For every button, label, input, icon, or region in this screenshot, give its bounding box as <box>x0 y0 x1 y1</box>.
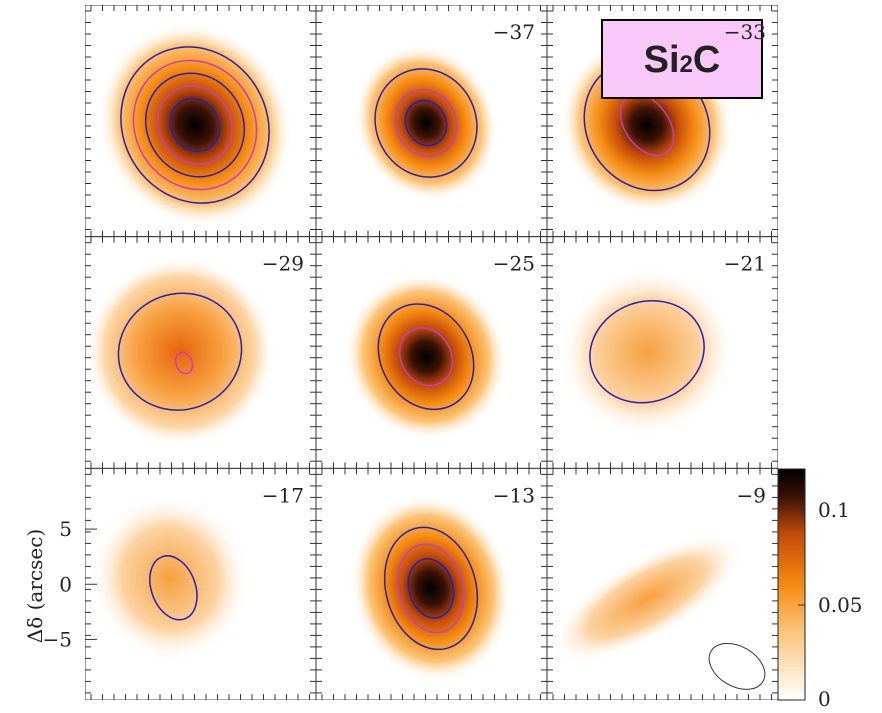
colorbar-tick-label: 0.05 <box>818 593 863 617</box>
contour <box>144 72 246 178</box>
emission <box>557 266 737 438</box>
colorbar <box>777 468 806 701</box>
contour <box>174 351 194 375</box>
channel-velocity: −37 <box>493 20 535 44</box>
contour <box>374 68 478 178</box>
contour <box>377 303 475 411</box>
beam <box>708 642 766 690</box>
emission <box>344 272 508 441</box>
blob <box>97 22 293 228</box>
channel-velocity: −17 <box>262 483 304 507</box>
contour <box>383 526 479 651</box>
molecule-box <box>601 19 763 99</box>
emission <box>89 493 251 663</box>
channel-velocity: −21 <box>724 252 766 276</box>
contour <box>589 299 705 404</box>
panel-frame <box>546 467 778 700</box>
blob <box>85 256 275 447</box>
blob <box>344 272 508 441</box>
channel-velocity: −29 <box>262 252 304 276</box>
contour <box>157 85 233 165</box>
contour <box>397 543 465 634</box>
channel-velocity: −9 <box>737 483 766 507</box>
contour <box>169 97 221 153</box>
blob <box>354 44 498 202</box>
contour <box>132 59 258 191</box>
contour <box>117 292 243 411</box>
y-tick-label: 5 <box>59 517 72 541</box>
label-sub: 2 <box>680 51 693 78</box>
colorbar-tick-label: 0 <box>818 687 831 709</box>
blob <box>549 533 745 664</box>
emission <box>85 256 275 447</box>
colorbar-tick-label: 0.1 <box>818 498 850 522</box>
contour <box>120 46 270 204</box>
blob <box>89 493 251 663</box>
label-tail: C <box>693 39 720 81</box>
molecule-label: Si2C <box>644 39 721 81</box>
blob <box>557 266 737 438</box>
emission <box>354 44 498 202</box>
emission <box>349 494 513 683</box>
y-axis-label: Δδ (arcsec) <box>23 529 47 643</box>
label-main: Si <box>644 39 680 81</box>
emission <box>549 533 745 664</box>
y-tick-label: −5 <box>43 627 72 651</box>
channel-velocity: −33 <box>724 20 766 44</box>
channel-velocity: −25 <box>493 252 535 276</box>
panels <box>85 5 778 700</box>
y-tick-label: 0 <box>59 572 72 596</box>
emission <box>97 22 293 228</box>
contour <box>407 558 455 619</box>
blob <box>349 494 513 683</box>
contour <box>404 99 448 147</box>
channel-velocity: −13 <box>493 483 535 507</box>
contour <box>149 555 198 621</box>
